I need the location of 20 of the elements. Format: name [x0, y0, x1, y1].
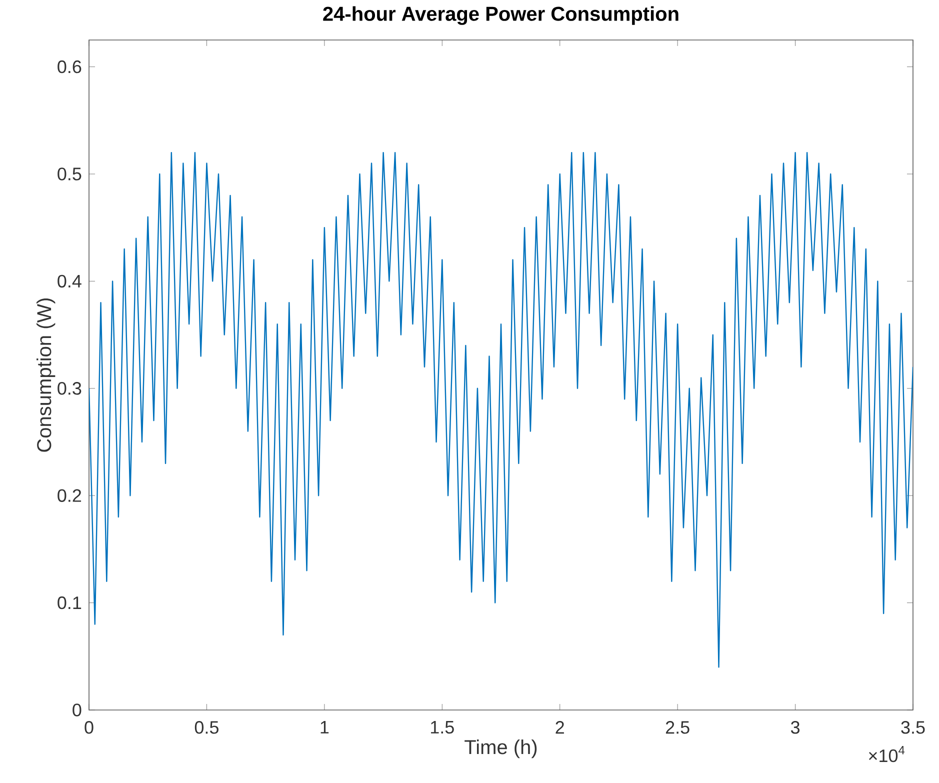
y-tick-label: 0.4 — [58, 274, 82, 288]
x-tick-label: 3.5 — [901, 721, 925, 734]
x-tick-label: 3 — [790, 721, 800, 734]
y-tick-label: 0 — [72, 704, 82, 716]
y-tick-label: 0.3 — [58, 382, 82, 395]
text: ×10$^{4}$ — [868, 746, 905, 762]
y-tick-label: 0.2 — [58, 489, 82, 502]
x-tick-label: 1 — [320, 721, 329, 734]
x-axis-title: Time (h) — [464, 740, 537, 758]
x-tick-label: 2.5 — [666, 721, 690, 734]
y-tick-label: 0.1 — [58, 596, 82, 610]
x-tick-label: 0 — [84, 721, 94, 734]
line-series — [89, 152, 913, 668]
x-tick-label: 1.5 — [431, 721, 454, 734]
x-tick-label: 0.5 — [194, 721, 218, 734]
x-tick-label: 2 — [556, 721, 564, 734]
y-axis-title: Consumption (W) — [36, 298, 56, 452]
chart-title: 24-hour Average Power Consumption — [323, 6, 678, 25]
y-tick-label: 0.5 — [58, 168, 82, 180]
y-tick-label: 0.6 — [58, 60, 82, 74]
